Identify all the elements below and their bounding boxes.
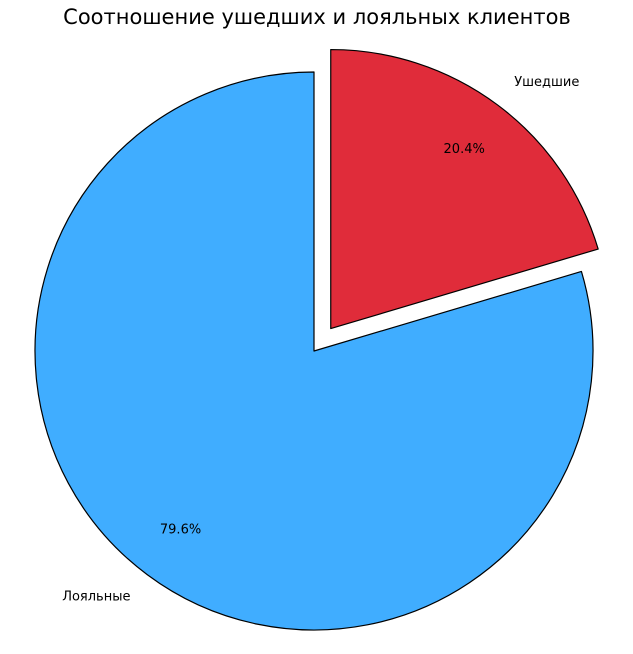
slice-label-loyal: Лояльные [62,590,130,605]
pct-label-loyal: 79.6% [160,522,201,537]
pie-labels: Ушедшие 20.4% Лояльные 79.6% [62,75,579,604]
chart-title: Соотношение ушедших и лояльных клиентов [63,5,571,29]
pie-slice-loyal [34,71,594,631]
slice-label-churned: Ушедшие [514,75,579,90]
pct-label-churned: 20.4% [444,142,485,157]
pie-slices [34,48,599,631]
pie-slice-churned [330,48,599,330]
